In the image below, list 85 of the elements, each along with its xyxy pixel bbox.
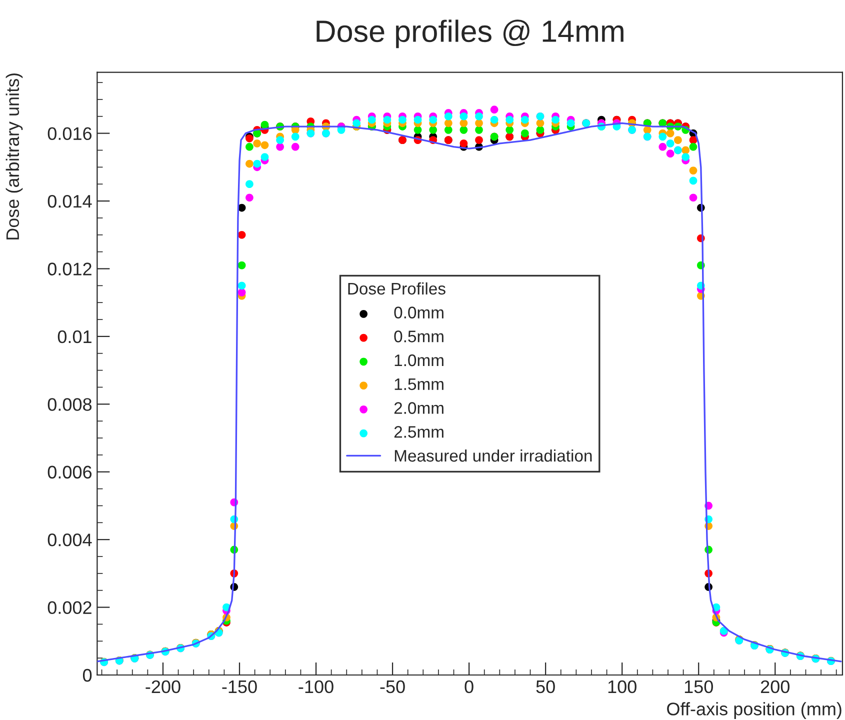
- point: [460, 112, 468, 120]
- point: [414, 126, 422, 134]
- point: [429, 116, 438, 124]
- chart-title: Dose profiles @ 14mm: [316, 20, 624, 48]
- y-axis-title: Dose (arbitrary units): [6, 73, 23, 240]
- point: [475, 112, 483, 120]
- y-tick-label: 0.016: [48, 127, 92, 140]
- point: [475, 119, 483, 128]
- point: [253, 140, 262, 148]
- point: [444, 126, 452, 134]
- x-tick-label: -100: [298, 680, 334, 694]
- legend-label: 0.5mm: [394, 330, 444, 342]
- point: [291, 132, 300, 141]
- point: [520, 129, 529, 138]
- point: [520, 116, 529, 124]
- point: [536, 119, 544, 128]
- y-tick-label: 0.01: [58, 330, 92, 344]
- point: [658, 142, 667, 151]
- point: [689, 194, 698, 202]
- y-tick-label: 0.014: [48, 194, 92, 208]
- point: [276, 136, 284, 144]
- y-tick-label: 0: [82, 668, 92, 682]
- point: [238, 288, 246, 296]
- y-tick-label: 0.002: [48, 601, 92, 614]
- point: [238, 230, 246, 239]
- point: [674, 136, 682, 144]
- legend-label: 2.0mm: [394, 402, 444, 414]
- point: [460, 119, 468, 128]
- point: [238, 261, 246, 270]
- point: [429, 126, 438, 134]
- point: [689, 142, 698, 151]
- point: [490, 116, 498, 124]
- point: [666, 129, 674, 138]
- point: [246, 194, 254, 202]
- point: [352, 119, 360, 128]
- point: [246, 160, 254, 168]
- y-tick-label: 0.004: [48, 534, 92, 546]
- point: [444, 119, 452, 128]
- x-tick-label: -200: [146, 680, 180, 694]
- x-axis-title: Off-axis position (mm): [667, 702, 842, 719]
- y-tick-label: 0.008: [48, 398, 92, 411]
- point: [682, 146, 690, 154]
- x-tick-label: 100: [608, 680, 636, 694]
- x-tick-label: 50: [536, 680, 555, 694]
- x-tick-label: -150: [222, 680, 257, 694]
- point: [260, 153, 269, 161]
- point: [383, 116, 392, 124]
- point: [658, 132, 667, 141]
- point: [682, 153, 690, 161]
- legend-label: 2.5mm: [394, 426, 444, 438]
- point: [666, 150, 674, 158]
- point: [238, 282, 246, 290]
- y-tick-label: 0.012: [48, 262, 92, 276]
- point: [506, 116, 514, 124]
- point: [490, 106, 498, 114]
- x-tick-label: -50: [380, 680, 405, 694]
- x-tick-label: 150: [684, 680, 713, 694]
- point: [276, 142, 284, 151]
- legend-label: 1.0mm: [394, 354, 444, 366]
- point: [506, 126, 514, 134]
- y-tick-label: 0.006: [48, 466, 92, 479]
- point: [414, 116, 422, 124]
- x-tick-label: 0: [464, 680, 474, 694]
- point: [444, 112, 452, 120]
- point: [246, 180, 254, 188]
- legend-label: 1.5mm: [394, 378, 444, 390]
- legend-label: 0.0mm: [394, 306, 444, 318]
- point: [368, 116, 376, 124]
- point: [398, 116, 406, 124]
- point: [246, 142, 254, 151]
- point: [536, 126, 544, 134]
- point: [460, 140, 468, 148]
- point: [291, 142, 300, 151]
- legend-title: Dose Profiles: [348, 282, 446, 295]
- point: [253, 160, 262, 168]
- x-tick-label: 200: [760, 680, 790, 694]
- point: [689, 166, 698, 174]
- point: [260, 141, 269, 150]
- legend-label: Measured under irradiation: [394, 449, 592, 462]
- point: [552, 116, 560, 124]
- point: [460, 126, 468, 134]
- point: [689, 176, 698, 185]
- point: [475, 126, 483, 134]
- point: [475, 136, 483, 144]
- point: [666, 140, 674, 148]
